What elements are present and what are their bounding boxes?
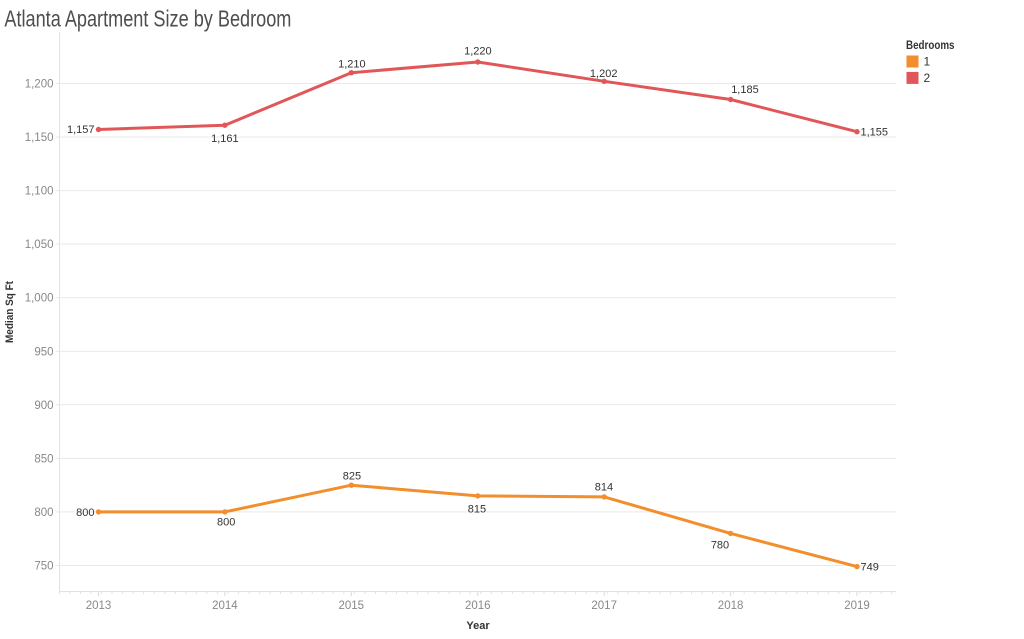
svg-text:900: 900 [34,400,53,412]
svg-text:1,150: 1,150 [25,132,54,144]
svg-text:1,210: 1,210 [338,58,366,70]
svg-text:2013: 2013 [86,600,112,612]
svg-text:1: 1 [924,55,931,69]
svg-text:2017: 2017 [591,600,617,612]
svg-text:1,185: 1,185 [731,84,759,96]
svg-text:1,161: 1,161 [211,133,239,145]
svg-text:2: 2 [924,71,931,85]
svg-text:800: 800 [34,507,53,519]
svg-text:800: 800 [217,517,235,529]
svg-text:814: 814 [595,481,613,493]
svg-text:850: 850 [34,453,53,465]
svg-text:Median Sq Ft: Median Sq Ft [4,281,16,343]
svg-text:1,155: 1,155 [861,127,889,139]
svg-text:1,100: 1,100 [25,186,54,198]
svg-text:1,220: 1,220 [464,46,492,58]
svg-text:750: 750 [34,561,53,573]
svg-text:Year: Year [466,620,490,632]
svg-text:815: 815 [468,503,486,515]
svg-text:780: 780 [711,539,729,551]
svg-text:1,157: 1,157 [67,124,95,136]
svg-text:Bedrooms: Bedrooms [906,40,955,52]
svg-text:2014: 2014 [212,600,238,612]
svg-text:749: 749 [861,561,879,573]
svg-text:800: 800 [76,507,94,519]
svg-text:825: 825 [343,470,361,482]
svg-text:2015: 2015 [339,600,365,612]
svg-text:1,202: 1,202 [590,68,618,80]
svg-text:950: 950 [34,346,53,358]
svg-text:2018: 2018 [718,600,744,612]
svg-text:1,200: 1,200 [25,79,54,91]
svg-text:1,050: 1,050 [25,239,54,251]
svg-text:2019: 2019 [844,600,870,612]
svg-text:1,000: 1,000 [25,293,54,305]
svg-text:Atlanta Apartment Size by Bedr: Atlanta Apartment Size by Bedroom [4,5,291,31]
svg-text:2016: 2016 [465,600,491,612]
